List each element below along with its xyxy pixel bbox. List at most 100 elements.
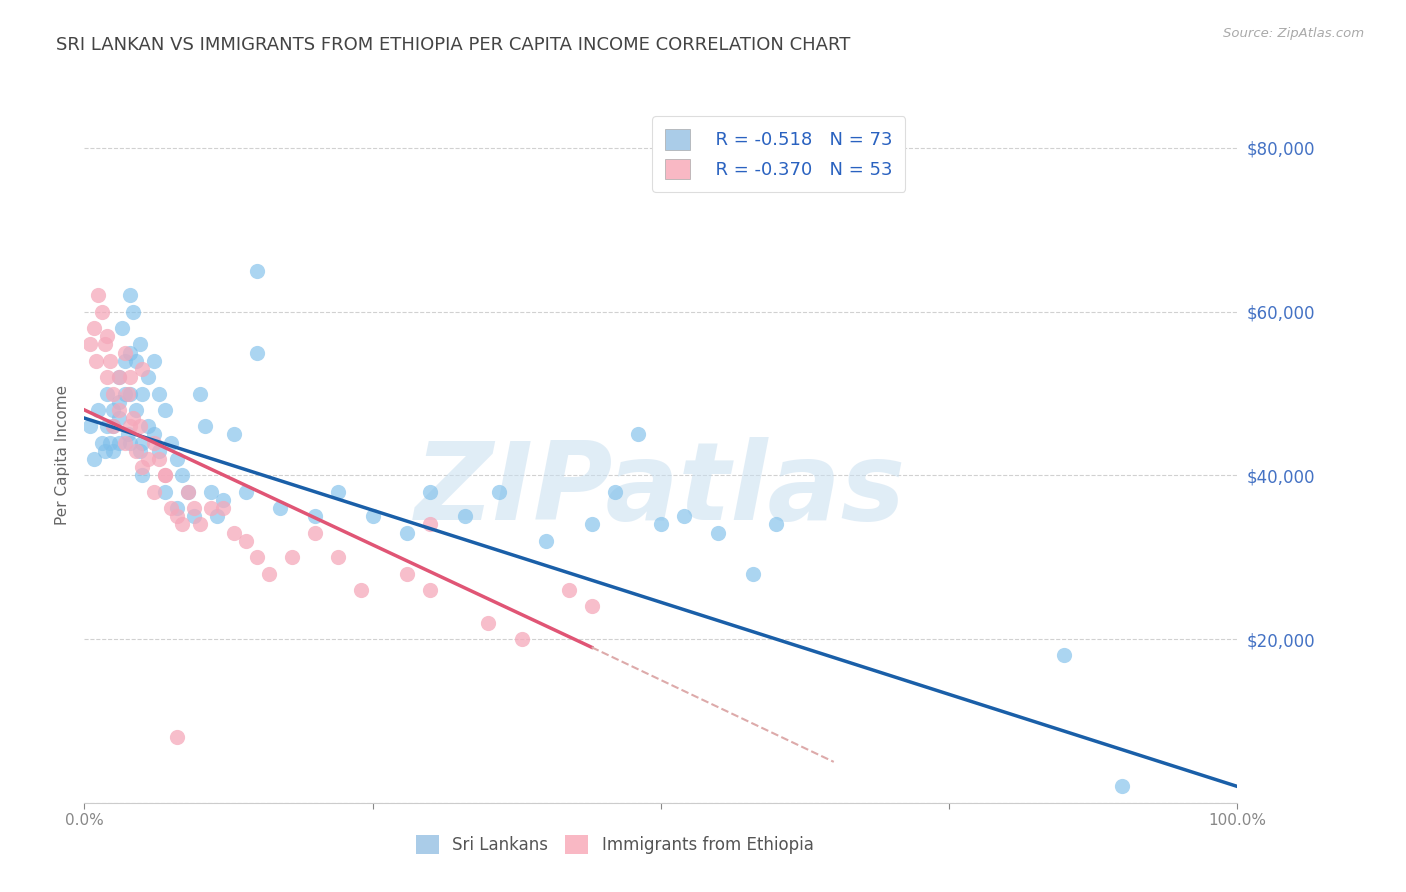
Point <box>131 362 153 376</box>
Point <box>1111 780 1133 794</box>
Point <box>98 435 121 450</box>
Point <box>765 517 787 532</box>
Point <box>117 386 139 401</box>
Point <box>205 509 228 524</box>
Point <box>128 419 150 434</box>
Point <box>128 337 150 351</box>
Point <box>160 501 183 516</box>
Point <box>131 468 153 483</box>
Point <box>488 484 510 499</box>
Point <box>557 582 579 597</box>
Point <box>177 484 200 499</box>
Point <box>326 484 349 499</box>
Point <box>200 501 222 516</box>
Point <box>96 329 118 343</box>
Point <box>477 615 499 630</box>
Point <box>153 403 176 417</box>
Point <box>79 337 101 351</box>
Point <box>194 419 217 434</box>
Point <box>235 484 257 499</box>
Point <box>103 419 124 434</box>
Point <box>83 452 105 467</box>
Point <box>742 566 765 581</box>
Point <box>153 468 176 483</box>
Point <box>121 304 143 318</box>
Point <box>454 509 477 524</box>
Point <box>87 288 110 302</box>
Point <box>148 386 170 401</box>
Point <box>94 443 117 458</box>
Point <box>103 386 124 401</box>
Point <box>172 468 194 483</box>
Text: SRI LANKAN VS IMMIGRANTS FROM ETHIOPIA PER CAPITA INCOME CORRELATION CHART: SRI LANKAN VS IMMIGRANTS FROM ETHIOPIA P… <box>56 36 851 54</box>
Point <box>211 501 233 516</box>
Point <box>188 386 211 401</box>
Point <box>120 435 142 450</box>
Point <box>120 345 142 359</box>
Point <box>79 419 101 434</box>
Point <box>419 582 441 597</box>
Text: Source: ZipAtlas.com: Source: ZipAtlas.com <box>1223 27 1364 40</box>
Point <box>108 411 131 425</box>
Point <box>114 345 136 359</box>
Point <box>627 427 650 442</box>
Point <box>108 403 131 417</box>
Point <box>114 435 136 450</box>
Point <box>108 370 131 384</box>
Y-axis label: Per Capita Income: Per Capita Income <box>55 384 70 525</box>
Point <box>98 353 121 368</box>
Point <box>90 304 112 318</box>
Point <box>581 517 603 532</box>
Point <box>246 345 269 359</box>
Point <box>246 550 269 565</box>
Point <box>103 403 124 417</box>
Point <box>136 419 159 434</box>
Point <box>361 509 384 524</box>
Point <box>534 533 557 548</box>
Point <box>235 533 257 548</box>
Point <box>148 452 170 467</box>
Point <box>281 550 304 565</box>
Point <box>131 386 153 401</box>
Point <box>603 484 626 499</box>
Point <box>166 731 188 745</box>
Point <box>142 484 165 499</box>
Point <box>96 386 118 401</box>
Point <box>108 394 131 409</box>
Point <box>108 435 131 450</box>
Point <box>177 484 200 499</box>
Point <box>419 517 441 532</box>
Point <box>512 632 534 646</box>
Point <box>120 288 142 302</box>
Point <box>94 337 117 351</box>
Point <box>257 566 280 581</box>
Point <box>120 386 142 401</box>
Point <box>153 484 176 499</box>
Point <box>96 419 118 434</box>
Point <box>172 517 194 532</box>
Point <box>108 370 131 384</box>
Point <box>304 509 326 524</box>
Point <box>90 435 112 450</box>
Point <box>224 427 246 442</box>
Point <box>188 517 211 532</box>
Point <box>142 353 165 368</box>
Point <box>166 509 188 524</box>
Point <box>125 443 148 458</box>
Point <box>125 403 148 417</box>
Legend: Sri Lankans, Immigrants from Ethiopia: Sri Lankans, Immigrants from Ethiopia <box>406 825 824 864</box>
Point <box>117 427 139 442</box>
Point <box>84 353 107 368</box>
Point <box>125 353 148 368</box>
Point <box>87 403 110 417</box>
Point <box>183 501 205 516</box>
Point <box>153 468 176 483</box>
Point <box>419 484 441 499</box>
Point <box>326 550 349 565</box>
Point <box>142 427 165 442</box>
Text: ZIPatlas: ZIPatlas <box>415 437 907 542</box>
Point <box>111 321 134 335</box>
Point <box>211 492 233 507</box>
Point <box>224 525 246 540</box>
Point <box>304 525 326 540</box>
